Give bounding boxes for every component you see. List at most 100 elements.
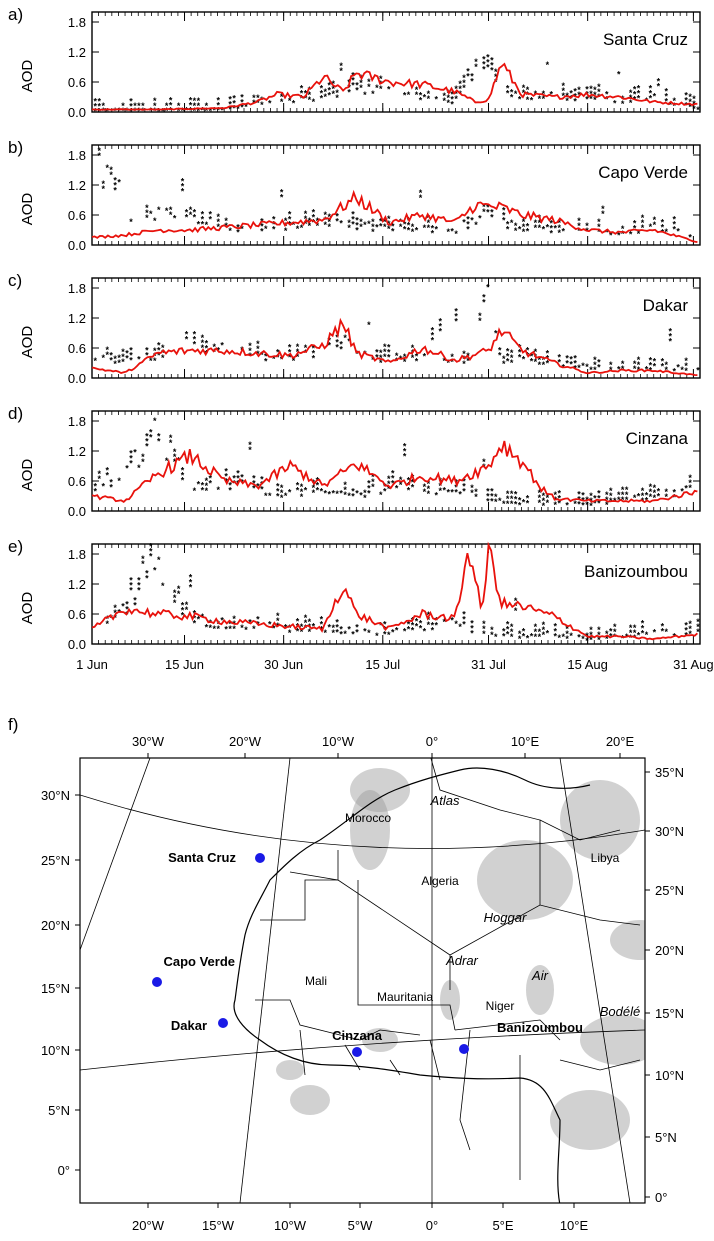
- observation-point: *: [395, 351, 399, 361]
- observation-point: *: [117, 353, 121, 363]
- observation-point: *: [260, 484, 264, 494]
- graticule-line: [80, 758, 151, 951]
- observation-point: *: [133, 106, 137, 116]
- observation-point: *: [462, 476, 466, 486]
- observation-point: *: [379, 84, 383, 94]
- observation-point: *: [327, 80, 331, 90]
- observation-point: *: [688, 473, 692, 483]
- observation-point: *: [232, 99, 236, 109]
- observation-point: *: [177, 101, 181, 111]
- observation-point: *: [185, 212, 189, 222]
- observation-point: *: [649, 356, 653, 366]
- observation-point: *: [435, 94, 439, 104]
- observation-points: ****************************************…: [94, 416, 693, 511]
- observation-point: *: [209, 474, 213, 484]
- graticule-line: [239, 758, 291, 1203]
- x-tick-label: 31 Aug: [673, 657, 714, 672]
- observation-point: *: [137, 585, 141, 595]
- y-tick-label: 1.2: [68, 577, 86, 592]
- observation-point: *: [554, 500, 558, 510]
- observation-point: *: [538, 632, 542, 642]
- observation-point: *: [518, 500, 522, 510]
- observation-point: *: [137, 101, 141, 111]
- observation-point: *: [593, 493, 597, 503]
- observation-point: *: [141, 457, 145, 467]
- observation-point: *: [653, 627, 657, 637]
- observation-point: *: [550, 224, 554, 234]
- observation-point: *: [327, 90, 331, 100]
- observation-point: *: [546, 223, 550, 233]
- observation-point: *: [181, 106, 185, 116]
- observation-point: *: [343, 485, 347, 495]
- observation-point: *: [506, 352, 510, 362]
- country-border: [344, 1044, 361, 1071]
- observation-point: *: [137, 355, 141, 365]
- observation-point: *: [502, 627, 506, 637]
- country-label: Niger: [486, 999, 515, 1013]
- observation-point: *: [149, 552, 153, 562]
- observation-point: *: [550, 229, 554, 239]
- panel-letter: c): [8, 271, 22, 290]
- observation-point: *: [220, 105, 224, 115]
- map-lat-label: 5°N: [655, 1130, 677, 1145]
- observation-point: *: [205, 623, 209, 633]
- observation-point: *: [676, 362, 680, 372]
- observation-point: *: [387, 224, 391, 234]
- observation-point: *: [415, 352, 419, 362]
- observation-point: *: [177, 589, 181, 599]
- country-border: [429, 1039, 441, 1081]
- observation-point: *: [684, 484, 688, 494]
- x-tick-label: 15 Aug: [567, 657, 608, 672]
- observation-point: *: [542, 491, 546, 501]
- observation-point: *: [391, 474, 395, 484]
- observation-point: *: [236, 469, 240, 479]
- map-lon-label: 5°W: [348, 1218, 373, 1233]
- observation-point: *: [506, 224, 510, 234]
- observation-point: *: [379, 358, 383, 368]
- observation-point: *: [145, 436, 149, 446]
- observation-point: *: [573, 87, 577, 97]
- observation-point: *: [534, 622, 538, 632]
- observation-point: *: [450, 90, 454, 100]
- observation-point: *: [347, 491, 351, 501]
- observation-point: *: [324, 488, 328, 498]
- observation-point: *: [661, 362, 665, 372]
- observation-point: *: [94, 102, 98, 112]
- observation-point: *: [573, 354, 577, 364]
- observation-point: *: [506, 357, 510, 367]
- observation-point: *: [684, 100, 688, 110]
- observation-point: *: [462, 83, 466, 93]
- observation-point: *: [534, 223, 538, 233]
- observation-point: *: [316, 221, 320, 231]
- observation-point: *: [347, 88, 351, 98]
- map-lon-label: 20°E: [606, 734, 635, 749]
- observation-point: *: [157, 432, 161, 442]
- observation-point: *: [546, 358, 550, 368]
- observation-point: *: [462, 349, 466, 359]
- observation-point: *: [371, 477, 375, 487]
- observation-point: *: [288, 352, 292, 362]
- y-tick-label: 0.6: [68, 607, 86, 622]
- observation-point: *: [165, 106, 169, 116]
- observation-point: *: [335, 93, 339, 103]
- observation-point: *: [367, 77, 371, 87]
- observation-point: *: [526, 493, 530, 503]
- observation-point: *: [260, 474, 264, 484]
- x-tick-label: 31 Jul: [471, 657, 506, 672]
- observation-point: *: [593, 85, 597, 95]
- observation-point: *: [276, 616, 280, 626]
- y-axis-label: AOD: [19, 326, 36, 359]
- observation-point: *: [284, 221, 288, 231]
- observation-point: *: [161, 348, 165, 358]
- observation-point: *: [121, 101, 125, 111]
- observation-point: *: [367, 488, 371, 498]
- observation-point: *: [593, 90, 597, 100]
- observation-point: *: [157, 106, 161, 116]
- model-aod-line: [91, 189, 698, 243]
- station-marker: [459, 1044, 469, 1054]
- observation-point: *: [101, 101, 105, 111]
- observation-point: *: [228, 226, 232, 236]
- observation-point: *: [534, 347, 538, 357]
